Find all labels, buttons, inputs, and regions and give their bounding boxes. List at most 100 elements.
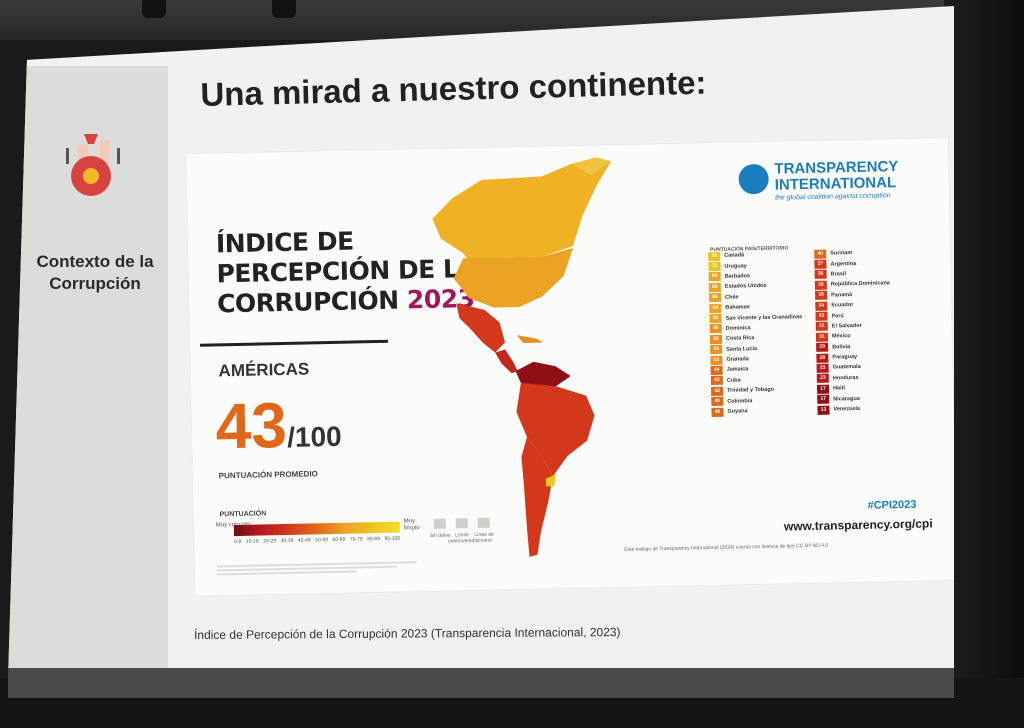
ranking-country: Jamaica: [726, 366, 749, 374]
map-region-southern-cone: [521, 436, 553, 557]
scale-tick-label: 60-69: [332, 536, 346, 544]
ranking-country: El Salvador: [831, 322, 862, 330]
room-wall: [944, 0, 1024, 728]
ranking-score: 31: [815, 332, 829, 342]
region-label: AMÉRICAS: [218, 359, 310, 381]
ranking-score: 60: [709, 313, 722, 324]
footnote: [216, 559, 417, 581]
ranking-score: 33: [815, 311, 828, 321]
map-region-central-america: [495, 349, 518, 374]
map-region-north-south-america: [515, 361, 571, 389]
ranking-score: 55: [709, 334, 723, 344]
ranking-country: Guyana: [727, 408, 748, 415]
americas-map: [432, 157, 612, 557]
ranking-score: 44: [710, 365, 723, 376]
map-region-caribbean: [516, 335, 544, 343]
ranking-country: Nicaragua: [833, 395, 860, 403]
ranking-score: 23: [816, 373, 829, 384]
ranking-country: Argentina: [830, 260, 857, 268]
ranking-country: Barbados: [724, 273, 751, 280]
ranking-score: 53: [710, 355, 723, 365]
globe-icon: [738, 163, 769, 195]
ranking-country: Bolivia: [832, 343, 851, 351]
ranking-country: Colombia: [727, 397, 753, 405]
ranking-score: 69: [708, 282, 722, 292]
map-region-south-america: [516, 383, 595, 477]
ranking-country: Dominica: [725, 325, 751, 332]
score-max: /100: [286, 420, 342, 453]
ranking-score: 40: [711, 407, 724, 417]
ranking-score: 40: [814, 249, 827, 259]
slide-sidebar: Contexto de la Corrupción: [8, 66, 168, 680]
ranking-score: 17: [817, 394, 830, 404]
scale-tick-label: 0-9: [234, 538, 242, 546]
org-tagline: the global coalition against corruption: [774, 192, 891, 202]
ranking-score: 34: [815, 301, 828, 311]
website-link[interactable]: www.transparency.org/cpi: [783, 516, 933, 534]
ranking-country: Uruguay: [724, 262, 747, 270]
map-region-usa: [453, 247, 574, 308]
hashtag: #CPI2023: [867, 498, 917, 512]
scale-tick-label: 50-59: [315, 537, 329, 544]
money-bag-icon: [66, 134, 120, 196]
score-scale-bar: [233, 521, 400, 537]
average-score: 43/100: [214, 388, 342, 463]
scale-ticks: 0-9 10-19 20-29 30-39 40-49 50-59 60-69 70-79 80…: [234, 536, 400, 545]
map-region-canada: [432, 161, 612, 269]
ranking-country: Granada: [726, 356, 749, 363]
scale-high-label: Muy limpio: [403, 518, 420, 532]
ceiling-light-fixture: [272, 0, 296, 18]
ranking-score: 40: [711, 396, 724, 407]
ranking-country: Estados Unidos: [724, 283, 767, 291]
ranking-score: 66: [709, 293, 722, 303]
ranking-score: 28: [816, 353, 829, 363]
score-caption: PUNTUACIÓN PROMEDIO: [218, 469, 318, 481]
scale-tick-label: 70-79: [349, 536, 363, 543]
ranking-country: Costa Rica: [725, 335, 755, 343]
ranking-score: 69: [708, 272, 721, 282]
ranking-country: Chile: [725, 294, 739, 301]
ranking-score: 42: [710, 386, 724, 396]
scale-title: PUNTUACIÓN: [219, 510, 267, 519]
transparency-international-logo: TRANSPARENCY INTERNATIONAL the global co…: [738, 156, 939, 210]
slide-title: Una mirad a nuestro continente:: [200, 63, 707, 113]
ranking-country: Ecuador: [831, 302, 854, 309]
ranking-score: 76: [708, 251, 721, 261]
ranking-score: 13: [817, 405, 830, 415]
org-name: TRANSPARENCY INTERNATIONAL: [774, 158, 899, 194]
ranking-country: Haití: [832, 385, 846, 392]
ranking-country: Canadá: [724, 252, 745, 259]
ranking-score: 29: [816, 342, 829, 353]
ceiling-light-fixture: [142, 0, 166, 18]
scale-tick-label: 10-19: [245, 538, 259, 545]
ranking-country: San Vicente y las Granadinas: [725, 313, 803, 322]
ranking-row: 40 Guyana: [711, 405, 819, 418]
projection-screen: Contexto de la Corrupción Una mirad a nu…: [8, 6, 954, 680]
cpi-poster: ÍNDICE DE PERCEPCIÓN DE LA CORRUPCIÓN 20…: [186, 138, 954, 596]
scale-tick-label: 80-89: [367, 536, 381, 543]
scale-tick-label: 90-100: [384, 535, 401, 542]
map-region-mexico: [456, 303, 506, 353]
map-region-arctic: [571, 157, 612, 176]
ranking-score: 64: [709, 303, 722, 313]
map-region-uruguay: [545, 474, 556, 487]
ranking-country: República Dominicana: [830, 280, 890, 288]
ranking-country: Bahamas: [725, 304, 750, 311]
ranking-country: Paraguay: [832, 354, 858, 361]
ranking-score: 73: [708, 261, 721, 272]
ranking-score: 17: [816, 384, 830, 394]
ranking-row: 13 Venezuela: [817, 402, 925, 415]
ranking-country: Cuba: [726, 377, 741, 384]
ranking-country: Brasil: [830, 271, 847, 278]
ranking-country: Venezuela: [833, 405, 861, 413]
ranking-country: Santa Lucía: [726, 345, 758, 353]
ranking-score: 42: [710, 376, 723, 386]
scale-tick-label: 30-39: [280, 537, 294, 545]
ranking-country: Perú: [831, 312, 844, 320]
ranking-score: 35: [814, 280, 827, 290]
ranking-score: 35: [815, 290, 828, 301]
scale-tick-label: 20-29: [263, 538, 277, 545]
divider: [199, 339, 388, 347]
ranking-country: Honduras: [832, 374, 859, 382]
ranking-score: 31: [815, 322, 828, 332]
